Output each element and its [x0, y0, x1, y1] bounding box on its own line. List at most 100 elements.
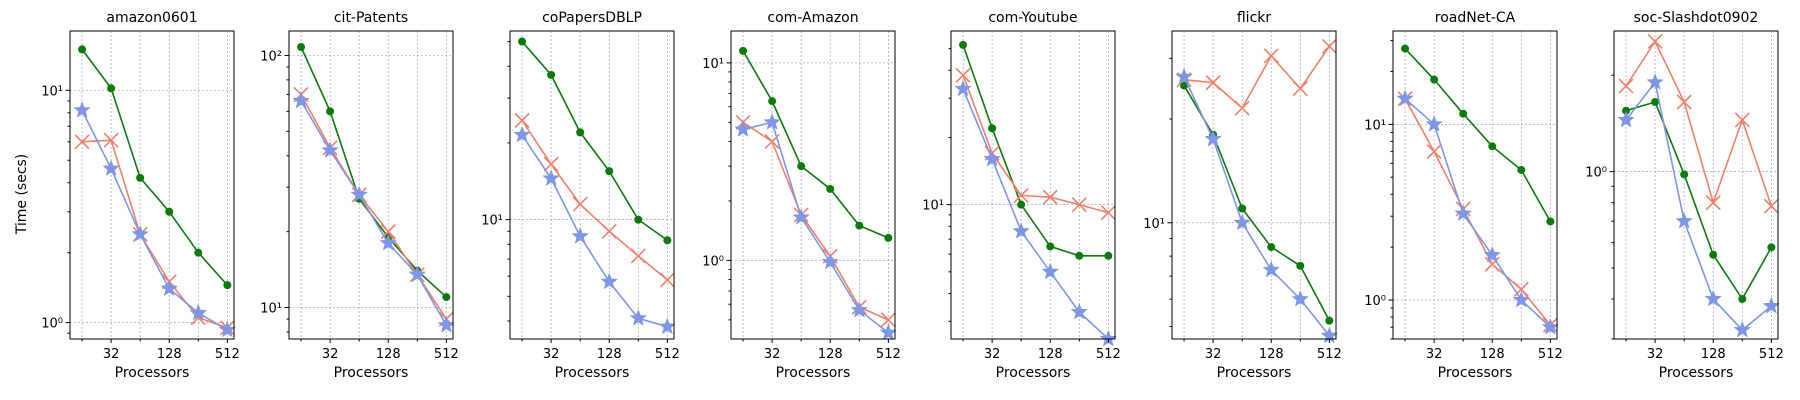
x-tick-label: 512	[215, 347, 240, 362]
x-tick-label: 128	[376, 347, 401, 362]
series-green	[959, 40, 1113, 260]
x-tick-label: 512	[655, 347, 680, 362]
marker-x	[601, 223, 617, 239]
y-tick-label: 10⁰	[1585, 166, 1607, 181]
marker-star	[1233, 213, 1251, 231]
marker-circle	[1075, 251, 1084, 260]
marker-circle	[634, 215, 643, 224]
marker-circle	[855, 221, 864, 230]
series-green	[1180, 81, 1334, 325]
marker-star	[350, 185, 368, 203]
marker-circle	[326, 107, 335, 116]
marker-star	[763, 113, 781, 130]
marker-star	[218, 320, 237, 338]
series-salmon	[74, 132, 235, 336]
panel-title: roadNet-CA	[1435, 10, 1516, 26]
series-blue	[1617, 73, 1781, 338]
marker-circle	[1680, 170, 1689, 179]
series-salmon-line	[962, 74, 1109, 214]
marker-star	[571, 227, 589, 244]
series-salmon-line	[1183, 45, 1331, 110]
marker-x	[1763, 198, 1779, 214]
series-salmon	[1618, 33, 1779, 214]
marker-circle	[576, 128, 585, 137]
x-tick-label: 128	[818, 347, 843, 362]
x-axis-label: Processors	[996, 365, 1071, 381]
marker-x	[74, 134, 90, 150]
marker-x	[1484, 256, 1500, 272]
x-tick-label: 512	[1538, 347, 1563, 362]
series-green-line	[742, 50, 889, 239]
panel-0: 32 128 512 10⁰ 10¹ amazon0601 Processors	[41, 10, 240, 381]
series-blue	[734, 113, 898, 341]
marker-star	[879, 323, 898, 341]
panel-4: 32 128 512 10¹ com-Youtube Processors	[922, 10, 1121, 381]
x-tick-label: 128	[1038, 347, 1063, 362]
series-green	[739, 46, 893, 242]
marker-star	[1675, 212, 1693, 229]
series-salmon-line	[300, 94, 448, 320]
marker-x	[659, 272, 675, 288]
x-axis-label: Processors	[1659, 365, 1734, 381]
marker-star	[983, 149, 1001, 167]
panel-5: 32 128 512 10¹ flickr Processors	[1143, 10, 1342, 381]
marker-x	[572, 196, 588, 212]
marker-star	[160, 279, 178, 297]
marker-star	[1704, 289, 1722, 307]
panel-title: com-Amazon	[767, 10, 858, 26]
series-blue-line	[962, 88, 1109, 340]
x-tick-label: 32	[322, 347, 339, 362]
y-tick-label: 10¹	[702, 57, 724, 72]
y-tick-label: 10⁰	[702, 254, 724, 269]
marker-circle	[1622, 106, 1631, 115]
axes-frame	[950, 30, 1116, 340]
marker-circle	[297, 43, 306, 52]
marker-star	[1012, 222, 1030, 239]
marker-star	[600, 272, 618, 290]
marker-star	[1262, 260, 1280, 278]
series-green	[78, 45, 232, 290]
x-tick-label: 512	[434, 347, 459, 362]
y-axis-label: Time (secs)	[14, 154, 30, 236]
marker-circle	[442, 293, 451, 302]
marker-star	[189, 303, 208, 321]
x-tick-label: 128	[157, 347, 182, 362]
series-green-line	[1183, 85, 1331, 322]
marker-x	[630, 248, 646, 264]
x-tick-label: 128	[1701, 347, 1726, 362]
marker-x	[514, 112, 530, 129]
marker-circle	[1401, 44, 1410, 53]
x-axis-label: Processors	[334, 365, 409, 381]
marker-circle	[1104, 251, 1113, 260]
x-axis-label: Processors	[115, 365, 190, 381]
marker-star	[821, 252, 839, 270]
marker-x	[1263, 48, 1279, 64]
marker-circle	[1296, 261, 1305, 270]
marker-x	[880, 312, 896, 328]
marker-circle	[1325, 316, 1334, 325]
marker-star	[1541, 318, 1560, 335]
panel-title: soc-Slashdot0902	[1634, 10, 1759, 26]
x-axis-label: Processors	[555, 365, 630, 381]
marker-star	[437, 316, 456, 333]
marker-star	[792, 208, 810, 225]
marker-circle	[768, 97, 777, 106]
series-green	[297, 43, 451, 302]
series-blue-line	[742, 121, 889, 334]
marker-x	[1234, 100, 1250, 116]
series-green	[518, 37, 672, 245]
series-salmon-line	[1625, 39, 1773, 207]
marker-x	[1013, 187, 1029, 203]
panel-7: 32 128 512 10⁰ soc-Slashdot0902 Processors	[1585, 10, 1784, 381]
marker-star	[1646, 73, 1664, 90]
marker-circle	[547, 70, 556, 79]
x-tick-label: 512	[1317, 347, 1342, 362]
axes-frame	[69, 30, 235, 340]
marker-x	[1426, 144, 1442, 160]
axes-frame	[730, 30, 896, 340]
axes-frame	[1171, 30, 1337, 340]
x-tick-label: 32	[1426, 347, 1443, 362]
series-green	[1401, 44, 1555, 226]
marker-star	[1175, 67, 1193, 85]
x-tick-label: 32	[764, 347, 781, 362]
